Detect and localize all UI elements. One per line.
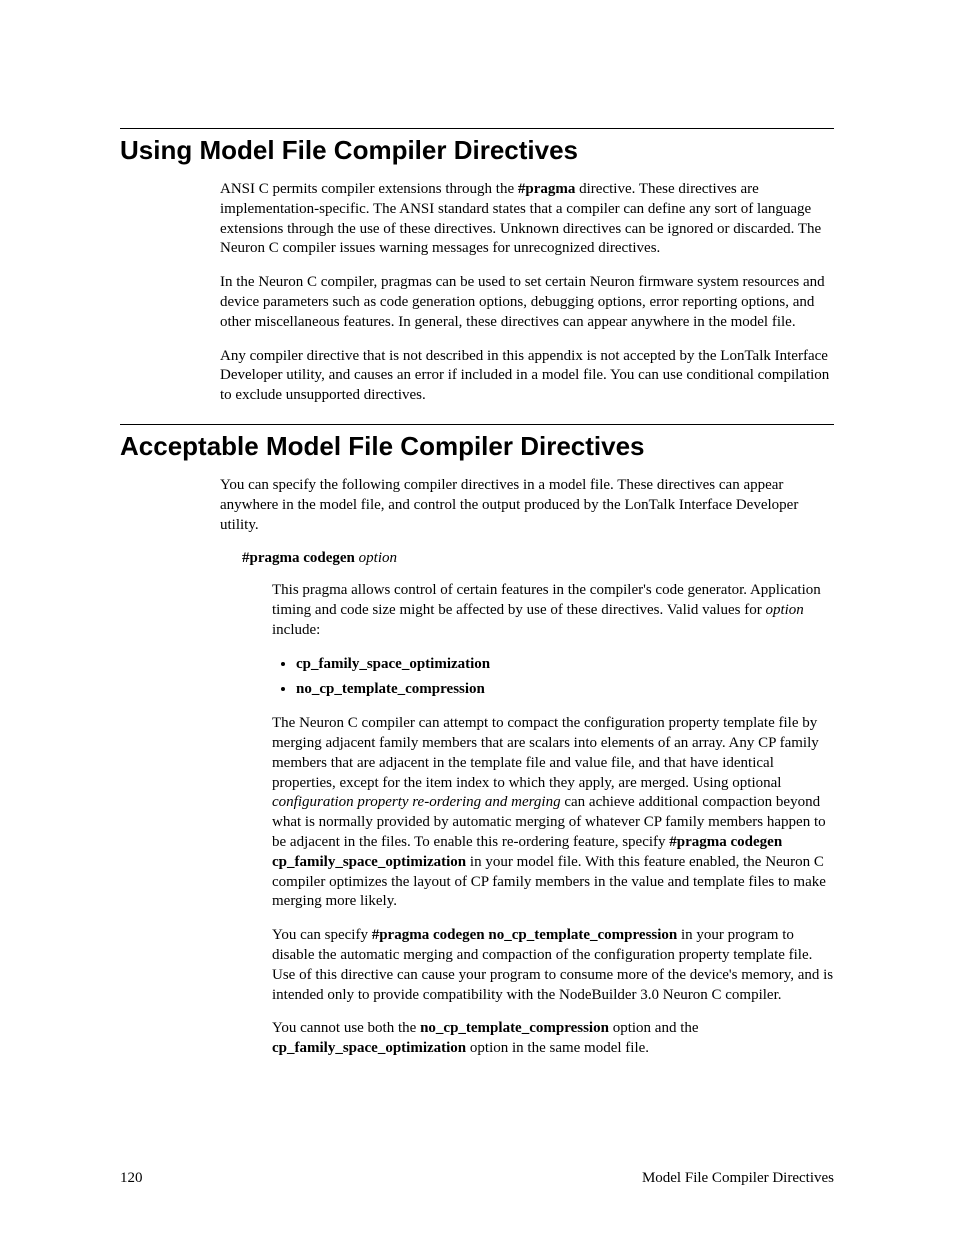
footer-title: Model File Compiler Directives bbox=[642, 1170, 834, 1187]
section2-heading: Acceptable Model File Compiler Directive… bbox=[120, 431, 834, 462]
section2-p1: You can specify the following compiler d… bbox=[220, 476, 834, 535]
text: You can specify bbox=[272, 927, 372, 943]
page-footer: 120 Model File Compiler Directives bbox=[120, 1170, 834, 1187]
option-item: no_cp_template_compression bbox=[296, 680, 834, 700]
section-rule bbox=[120, 424, 834, 425]
pragma-arg: option bbox=[355, 550, 397, 566]
desc1: This pragma allows control of certain fe… bbox=[272, 581, 834, 640]
pragma-codegen-block: #pragma codegen option bbox=[242, 549, 834, 569]
page: Using Model File Compiler Directives ANS… bbox=[0, 0, 954, 1235]
section1-p2: In the Neuron C compiler, pragmas can be… bbox=[220, 273, 834, 332]
pragma-keyword: #pragma bbox=[518, 181, 576, 197]
pragma-codegen-label: #pragma codegen option bbox=[242, 549, 834, 569]
option-word: option bbox=[765, 602, 803, 618]
section1-body: ANSI C permits compiler extensions throu… bbox=[220, 180, 834, 406]
text: ANSI C permits compiler extensions throu… bbox=[220, 181, 518, 197]
section1-heading: Using Model File Compiler Directives bbox=[120, 135, 834, 166]
option-ref: cp_family_space_optimization bbox=[272, 1040, 466, 1056]
section-rule bbox=[120, 128, 834, 129]
section1-p3: Any compiler directive that is not descr… bbox=[220, 347, 834, 406]
text: include: bbox=[272, 622, 320, 638]
text: This pragma allows control of certain fe… bbox=[272, 582, 821, 618]
option-ref: no_cp_template_compression bbox=[420, 1020, 609, 1036]
desc4: You cannot use both the no_cp_template_c… bbox=[272, 1019, 834, 1059]
desc2: The Neuron C compiler can attempt to com… bbox=[272, 714, 834, 912]
page-number: 120 bbox=[120, 1170, 143, 1187]
text: You cannot use both the bbox=[272, 1020, 420, 1036]
pragma-name: #pragma codegen bbox=[242, 550, 355, 566]
text: option and the bbox=[609, 1020, 699, 1036]
italic-phrase: configuration property re-ordering and m… bbox=[272, 794, 561, 810]
section2-body: You can specify the following compiler d… bbox=[220, 476, 834, 535]
option-list: cp_family_space_optimization no_cp_templ… bbox=[272, 655, 834, 701]
text: The Neuron C compiler can attempt to com… bbox=[272, 715, 819, 790]
pragma-ref: #pragma codegen no_cp_template_compressi… bbox=[372, 927, 678, 943]
text: option in the same model file. bbox=[466, 1040, 649, 1056]
desc3: You can specify #pragma codegen no_cp_te… bbox=[272, 926, 834, 1005]
pragma-codegen-desc: This pragma allows control of certain fe… bbox=[272, 581, 834, 1059]
option-item: cp_family_space_optimization bbox=[296, 655, 834, 675]
section1-p1: ANSI C permits compiler extensions throu… bbox=[220, 180, 834, 259]
